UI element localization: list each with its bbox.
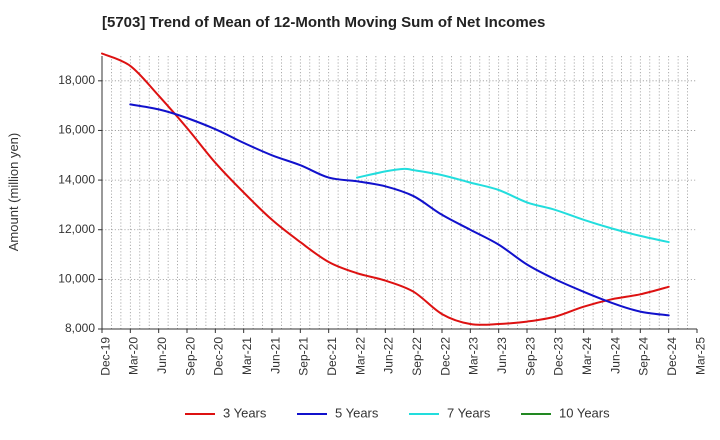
axes xyxy=(101,56,697,330)
plot-area xyxy=(102,56,697,329)
x-tick-label: Mar-21 xyxy=(240,337,254,375)
x-tick-label: Jun-21 xyxy=(268,337,282,374)
x-tick-label: Mar-23 xyxy=(467,337,481,375)
x-tick-label: Mar-24 xyxy=(580,337,594,375)
x-tick-label: Dec-24 xyxy=(665,337,679,376)
y-axis-ticks: 8,000 10,000 12,000 14,000 16,000 18,000 xyxy=(58,73,102,335)
x-tick-label: Dec-22 xyxy=(438,337,452,376)
x-tick-label: Mar-20 xyxy=(127,337,141,375)
series-line-5-years xyxy=(129,103,670,317)
x-tick-label: Jun-23 xyxy=(495,337,509,374)
chart-title: [5703] Trend of Mean of 12-Month Moving … xyxy=(102,14,546,31)
x-tick-label: Sep-24 xyxy=(637,337,651,376)
y-tick-label: 10,000 xyxy=(58,272,95,286)
series-line-7-years xyxy=(356,167,670,244)
x-tick-label: Sep-21 xyxy=(297,337,311,376)
legend-label: 3 Years xyxy=(223,405,267,420)
legend-label: 5 Years xyxy=(335,405,379,420)
y-tick-label: 8,000 xyxy=(65,321,95,335)
x-tick-label: Jun-24 xyxy=(608,337,622,374)
series-layer xyxy=(101,52,670,326)
plot-background xyxy=(102,56,697,329)
x-tick-label: Mar-25 xyxy=(693,337,707,375)
x-tick-label: Jun-20 xyxy=(155,337,169,374)
x-tick-label: Dec-20 xyxy=(212,337,226,376)
y-tick-label: 16,000 xyxy=(58,123,95,137)
legend-label: 7 Years xyxy=(447,405,491,420)
y-tick-label: 12,000 xyxy=(58,222,95,236)
y-tick-label: 18,000 xyxy=(58,73,95,87)
x-tick-label: Mar-22 xyxy=(353,337,367,375)
legend: 3 Years 5 Years 7 Years 10 Years xyxy=(185,405,610,420)
grid-lines xyxy=(102,56,697,330)
x-axis-ticks: Dec-19 Mar-20 Jun-20 Sep-20 Dec-20 Mar-21 Jun-… xyxy=(98,329,707,376)
y-axis-label: Amount (million yen) xyxy=(6,133,21,252)
legend-label: 10 Years xyxy=(559,405,610,420)
x-tick-label: Dec-19 xyxy=(98,337,112,376)
x-tick-label: Sep-23 xyxy=(523,337,537,376)
x-tick-label: Dec-21 xyxy=(325,337,339,376)
y-tick-label: 14,000 xyxy=(58,172,95,186)
x-tick-label: Dec-23 xyxy=(552,337,566,376)
x-tick-label: Jun-22 xyxy=(382,337,396,374)
x-tick-label: Sep-22 xyxy=(410,337,424,376)
series-line-3-years xyxy=(101,52,670,326)
x-tick-label: Sep-20 xyxy=(183,337,197,376)
